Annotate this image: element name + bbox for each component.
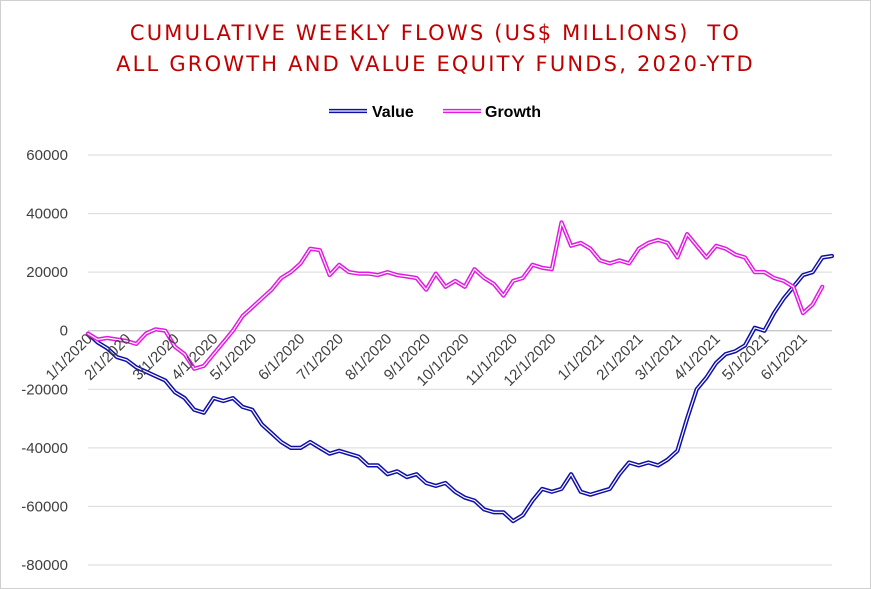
y-tick-label: -60000 bbox=[21, 498, 68, 515]
chart-title-line-2: ALL GROWTH AND VALUE EQUITY FUNDS, 2020-… bbox=[116, 52, 755, 76]
y-tick-label: 40000 bbox=[26, 206, 68, 223]
series-line-value-core bbox=[87, 255, 833, 522]
x-axis-ticks: 1/1/20202/1/20203/1/20204/1/20205/1/2020… bbox=[43, 331, 811, 390]
series-lines bbox=[85, 220, 835, 524]
chart-title-line-1: CUMULATIVE WEEKLY FLOWS (US$ MILLIONS) T… bbox=[129, 21, 742, 45]
y-tick-label: -20000 bbox=[21, 381, 68, 398]
y-tick-label: -80000 bbox=[21, 557, 68, 574]
chart-title: CUMULATIVE WEEKLY FLOWS (US$ MILLIONS) T… bbox=[0, 18, 871, 80]
series-line-growth-core bbox=[87, 221, 823, 370]
legend: Value Growth bbox=[329, 104, 541, 121]
y-tick-label: 20000 bbox=[26, 264, 68, 281]
y-axis-ticks: 60000 40000 20000 0 -20000 -40000 -60000 -80000 bbox=[21, 147, 68, 574]
y-tick-label: -40000 bbox=[21, 440, 68, 457]
y-tick-label: 60000 bbox=[26, 147, 68, 164]
legend-label-value: Value bbox=[372, 104, 414, 121]
gridlines bbox=[88, 154, 832, 566]
y-tick-label: 0 bbox=[60, 323, 68, 340]
series-line-value bbox=[85, 253, 835, 524]
legend-label-growth: Growth bbox=[485, 104, 541, 121]
